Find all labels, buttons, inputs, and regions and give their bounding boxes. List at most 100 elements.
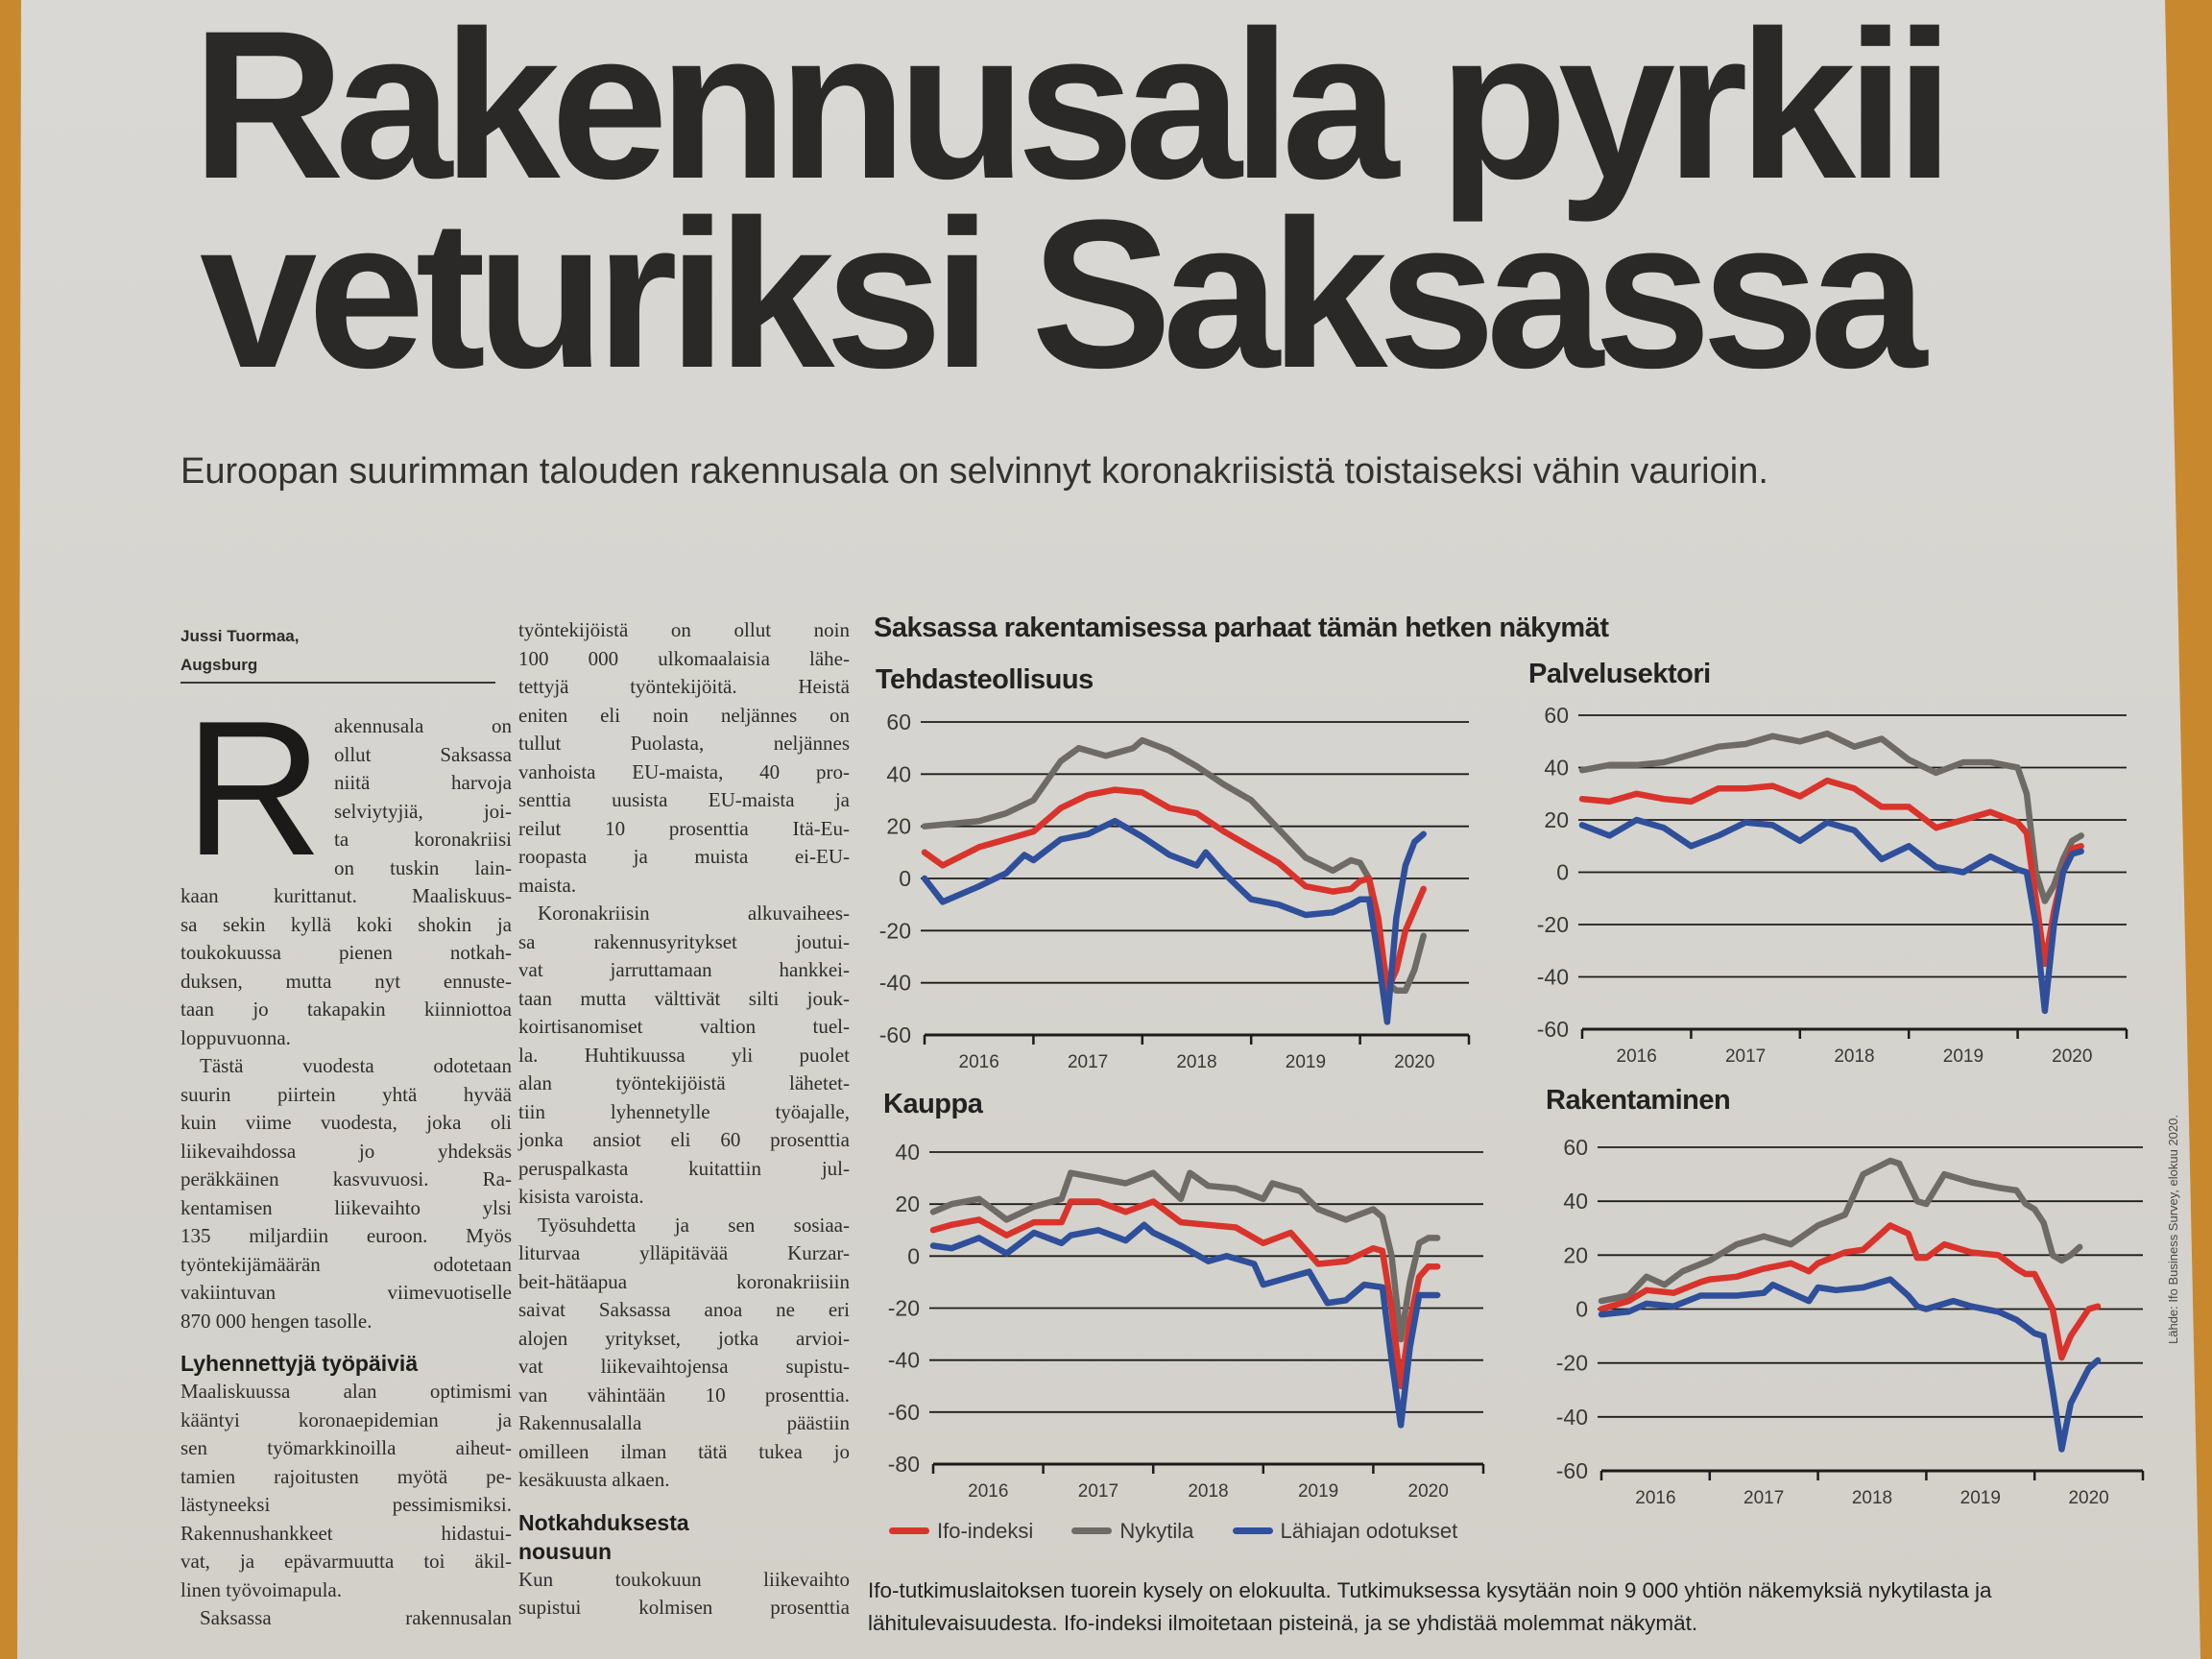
body-text-line: Työsuhdetta ja sen sosiaa- xyxy=(538,1213,850,1237)
y-tick-label: -40 xyxy=(879,971,911,996)
y-tick-label: 0 xyxy=(899,866,911,891)
y-tick-label: 60 xyxy=(1563,1135,1588,1160)
byline-divider xyxy=(180,682,495,684)
y-tick-label: 40 xyxy=(886,761,911,786)
x-tick-label: 2020 xyxy=(1394,1052,1434,1072)
body-text-line: vanhoista EU-maista, 40 pro- xyxy=(518,759,850,783)
body-text-line: beit-hätäapua koronakriisiin xyxy=(518,1269,850,1293)
body-text-line: peräkkäinen kasvuvuosi. Ra- xyxy=(180,1167,512,1190)
x-tick-label: 2018 xyxy=(1852,1488,1892,1508)
legend-swatch xyxy=(889,1527,929,1534)
body-text-line: omilleen ilman tätä tukea jo xyxy=(518,1439,850,1463)
x-tick-label: 2019 xyxy=(1298,1481,1338,1502)
body-text-line: niitä harvoja xyxy=(334,771,512,794)
y-tick-label: 40 xyxy=(895,1140,920,1165)
article-column-2: työntekijöistä on ollut noin 100 000 ulko… xyxy=(518,616,850,1623)
series-line-nykytila xyxy=(1578,730,2084,904)
series-line-lahiajan-odotukset xyxy=(929,1221,1441,1429)
y-tick-label: -60 xyxy=(879,1022,911,1047)
body-text-line: roopasta ja muista ei-EU- xyxy=(518,845,850,868)
legend-item-current-situation: Nykytila xyxy=(1071,1519,1193,1544)
body-text-line: la. Huhtikuussa yli puolet xyxy=(518,1043,850,1067)
legend-label: Ifo-indeksi xyxy=(937,1518,1034,1543)
body-text-line: selviytyjiä, joi- xyxy=(334,799,512,823)
article-column-1: akennusala on ollut Saksassa niitä harvoja… xyxy=(180,712,512,1633)
body-text-line: kuin viime vuodesta, joka oli xyxy=(180,1111,512,1134)
body-text-line: ta koronakriisi xyxy=(334,828,512,851)
figure-source: Lähde: Ifo Business Survey, elokuu 2020. xyxy=(2166,1115,2180,1344)
body-text-line: maista. xyxy=(518,873,577,897)
body-text-line: sen työmarkkinoilla aiheut- xyxy=(180,1436,512,1459)
body-text-line: suurin piirtein yhtä hyvää xyxy=(180,1082,512,1106)
y-tick-label: 20 xyxy=(895,1191,920,1216)
body-text-line: tettyjä työntekijöitä. Heistä xyxy=(518,675,850,698)
body-text-line: 870 000 hengen tasolle. xyxy=(180,1309,373,1333)
figure-title: Saksassa rakentamisessa parhaat tämän he… xyxy=(874,613,1609,643)
headline-line-1: Rakennusala pyrkii xyxy=(192,0,1954,223)
body-text-line: on tuskin lain- xyxy=(334,855,512,879)
series-line-nykytila xyxy=(1598,1157,2083,1305)
x-tick-label: 2020 xyxy=(2068,1488,2108,1508)
body-text-line: 100 000 ulkomaalaisia lähe- xyxy=(518,646,850,670)
x-tick-label: 2020 xyxy=(2052,1046,2092,1067)
body-text-line: sa rakennusyritykset joutui- xyxy=(518,929,850,953)
y-tick-label: -80 xyxy=(888,1452,920,1477)
x-tick-label: 2018 xyxy=(1176,1052,1216,1072)
body-text-line: vakiintuvan viimevuotiselle xyxy=(180,1281,512,1304)
headline-line-2: veturiksi Saksassa xyxy=(200,176,1927,412)
x-tick-label: 2016 xyxy=(1617,1046,1657,1067)
chart-title: Palvelusektori xyxy=(1528,659,1711,689)
y-tick-label: 60 xyxy=(886,709,911,734)
body-text-line: alojen yritykset, jotka arvioi- xyxy=(518,1326,850,1350)
body-text-line: kääntyi koronaepidemian ja xyxy=(180,1407,512,1431)
body-text-line: Saksassa rakennusalan xyxy=(200,1606,512,1629)
body-text-line: kentamisen liikevaihto ylsi xyxy=(180,1195,512,1219)
body-text-line: Maaliskuussa alan optimismi xyxy=(180,1380,512,1403)
body-text-line: vat liikevaihtojensa supistu- xyxy=(518,1355,850,1378)
body-text-line: Tästä vuodesta odotetaan xyxy=(200,1054,512,1077)
byline: Jussi Tuormaa, Augsburg xyxy=(180,622,299,680)
chart-legend: Ifo-indeksi Nykytila Lähiajan odotukset xyxy=(889,1515,1490,1544)
series-line-nykytila xyxy=(929,1169,1441,1343)
body-text-line: sa sekin kyllä koki shokin ja xyxy=(180,912,512,936)
y-tick-label: -20 xyxy=(1537,912,1569,937)
body-text-line: kaan kurittanut. Maaliskuus- xyxy=(180,884,512,907)
legend-item-ifo-index: Ifo-indeksi xyxy=(889,1519,1033,1544)
x-tick-label: 2017 xyxy=(1743,1488,1784,1508)
chart-title: Rakentaminen xyxy=(1546,1085,1731,1116)
byline-location: Augsburg xyxy=(180,656,258,674)
body-text-line: kisista varoista. xyxy=(518,1185,644,1208)
caption-line: Ifo-tutkimuslaitoksen tuorein kysely on … xyxy=(868,1578,1992,1602)
y-tick-label: -40 xyxy=(888,1348,920,1373)
line-chart-kauppa: 40 20 0 -20 -40 -60 -80 2016 2017 2018 2019 2020 xyxy=(888,1140,1485,1502)
section-heading: nousuun xyxy=(518,1538,613,1564)
body-text-line: Koronakriisin alkuvaihees- xyxy=(538,902,850,925)
line-chart-palvelusektori: 60 40 20 0 -20 -40 -60 2016 2017 2018 2019 2020 xyxy=(1537,703,2128,1067)
legend-item-expectations: Lähiajan odotukset xyxy=(1232,1518,1458,1544)
body-text-line: peruspalkasta kuitattiin jul- xyxy=(518,1156,850,1180)
y-tick-label: -20 xyxy=(1556,1351,1588,1376)
body-text-line: supistui kolmisen prosenttia xyxy=(518,1596,850,1619)
body-text-line: ollut Saksassa xyxy=(334,742,512,766)
section-heading: Notkahduksesta xyxy=(518,1509,689,1535)
body-text-line: van vähintään 10 prosenttia. xyxy=(518,1382,850,1407)
y-tick-label: -40 xyxy=(1537,965,1569,990)
y-tick-label: -60 xyxy=(1537,1017,1569,1042)
body-text-line: loppuvuonna. xyxy=(180,1025,291,1049)
body-text-line: duksen, mutta nyt ennuste- xyxy=(180,969,512,993)
x-tick-label: 2018 xyxy=(1834,1046,1874,1067)
y-tick-label: 0 xyxy=(907,1243,920,1268)
line-chart-tehdasteollisuus: 60 40 20 0 -20 -40 -60 2016 2017 2018 2019 2020 xyxy=(879,709,1471,1072)
y-tick-label: 0 xyxy=(1556,860,1569,885)
body-text-line: lästyneeksi pessimismiksi. xyxy=(180,1493,512,1516)
x-tick-label: 2016 xyxy=(1635,1488,1675,1508)
legend-swatch xyxy=(1071,1527,1113,1534)
body-text-line: tamien rajoitusten myötä pe- xyxy=(180,1464,512,1488)
legend-label: Lähiajan odotukset xyxy=(1280,1518,1458,1543)
series-line-ifo-indeksi xyxy=(1578,777,2084,968)
y-tick-label: 20 xyxy=(1563,1242,1588,1267)
series-line-lahiajan-odotukset xyxy=(921,817,1427,1025)
body-text-line: akennusala on xyxy=(334,714,512,737)
body-text-line: jonka ansiot eli 60 prosenttia xyxy=(518,1128,850,1151)
body-text-line: liikevaihdossa jo yhdeksäs xyxy=(180,1139,512,1163)
